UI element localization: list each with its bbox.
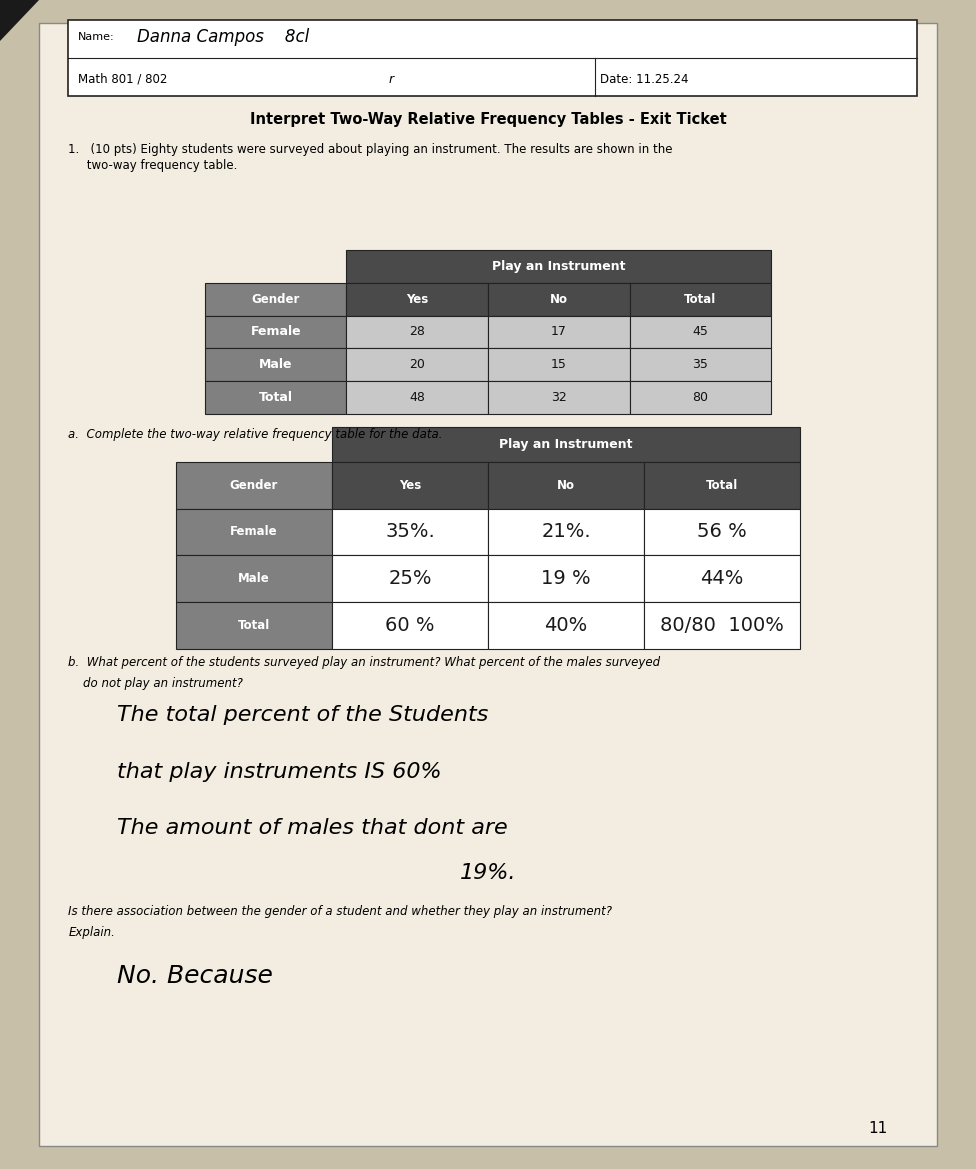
Bar xyxy=(176,462,332,509)
Bar xyxy=(488,283,630,316)
Text: Gender: Gender xyxy=(252,292,300,306)
Bar xyxy=(630,381,771,414)
Text: Total: Total xyxy=(237,618,270,632)
Bar xyxy=(205,283,346,316)
Text: 35%.: 35%. xyxy=(386,523,434,541)
Bar xyxy=(205,381,346,414)
Text: Total: Total xyxy=(259,390,293,404)
Bar xyxy=(176,509,332,555)
Bar xyxy=(332,555,488,602)
Text: 35: 35 xyxy=(692,358,709,372)
Text: 40%: 40% xyxy=(545,616,588,635)
Bar xyxy=(205,348,346,381)
Bar xyxy=(488,555,644,602)
Bar xyxy=(644,602,800,649)
Text: Female: Female xyxy=(251,325,301,339)
Bar xyxy=(630,283,771,316)
Bar xyxy=(346,283,488,316)
Bar xyxy=(332,427,800,462)
Text: Yes: Yes xyxy=(406,292,428,306)
Polygon shape xyxy=(0,0,39,41)
Text: 48: 48 xyxy=(409,390,426,404)
Bar xyxy=(644,462,800,509)
Bar xyxy=(346,316,488,348)
Text: 56 %: 56 % xyxy=(698,523,747,541)
Text: Name:: Name: xyxy=(78,32,115,42)
Text: 21%.: 21%. xyxy=(542,523,590,541)
Text: Play an Instrument: Play an Instrument xyxy=(492,260,626,274)
Text: 28: 28 xyxy=(409,325,426,339)
Text: 25%: 25% xyxy=(388,569,431,588)
Text: No: No xyxy=(549,292,568,306)
Bar xyxy=(346,348,488,381)
Text: Yes: Yes xyxy=(399,478,421,492)
Bar xyxy=(488,462,644,509)
Text: 17: 17 xyxy=(550,325,567,339)
FancyBboxPatch shape xyxy=(39,23,937,1146)
Bar xyxy=(644,509,800,555)
Bar xyxy=(346,250,771,283)
Text: Date: 11.25.24: Date: 11.25.24 xyxy=(599,72,688,85)
Text: 19 %: 19 % xyxy=(542,569,590,588)
Text: 44%: 44% xyxy=(701,569,744,588)
Text: 1.   (10 pts) Eighty students were surveyed about playing an instrument. The res: 1. (10 pts) Eighty students were surveye… xyxy=(68,143,672,157)
Bar xyxy=(630,348,771,381)
Bar xyxy=(488,509,644,555)
Text: 80/80  100%: 80/80 100% xyxy=(661,616,784,635)
Text: Math 801 / 802: Math 801 / 802 xyxy=(78,72,168,85)
Text: Play an Instrument: Play an Instrument xyxy=(500,437,632,451)
Text: The total percent of the Students: The total percent of the Students xyxy=(117,705,489,726)
Text: 45: 45 xyxy=(692,325,709,339)
Bar xyxy=(644,555,800,602)
Bar xyxy=(630,316,771,348)
Bar xyxy=(68,20,917,96)
Text: Male: Male xyxy=(259,358,293,372)
Bar xyxy=(488,348,630,381)
Bar xyxy=(488,602,644,649)
Text: Total: Total xyxy=(706,478,739,492)
Bar xyxy=(488,381,630,414)
Text: Male: Male xyxy=(238,572,269,586)
Bar xyxy=(332,509,488,555)
Text: 11: 11 xyxy=(869,1121,888,1135)
Text: Interpret Two-Way Relative Frequency Tables - Exit Ticket: Interpret Two-Way Relative Frequency Tab… xyxy=(250,112,726,126)
Bar xyxy=(332,462,488,509)
Bar xyxy=(332,602,488,649)
Bar xyxy=(176,602,332,649)
Bar xyxy=(176,555,332,602)
Bar xyxy=(488,316,630,348)
Text: Total: Total xyxy=(684,292,716,306)
Text: 32: 32 xyxy=(550,390,567,404)
Text: do not play an instrument?: do not play an instrument? xyxy=(68,677,243,691)
Text: r: r xyxy=(388,72,393,85)
Text: a.  Complete the two-way relative frequency table for the data.: a. Complete the two-way relative frequen… xyxy=(68,428,443,442)
Text: two-way frequency table.: two-way frequency table. xyxy=(68,159,238,173)
Text: No: No xyxy=(557,478,575,492)
Bar xyxy=(205,316,346,348)
Text: 20: 20 xyxy=(409,358,426,372)
Text: b.  What percent of the students surveyed play an instrument? What percent of th: b. What percent of the students surveyed… xyxy=(68,656,661,670)
Text: Female: Female xyxy=(230,525,277,539)
Text: No. Because: No. Because xyxy=(117,964,273,988)
Text: Gender: Gender xyxy=(229,478,278,492)
Text: Explain.: Explain. xyxy=(68,926,115,940)
Text: Is there association between the gender of a student and whether they play an in: Is there association between the gender … xyxy=(68,905,612,919)
Text: that play instruments IS 60%: that play instruments IS 60% xyxy=(117,761,442,782)
Text: 60 %: 60 % xyxy=(386,616,434,635)
Text: 19%.: 19%. xyxy=(460,863,516,884)
Text: 80: 80 xyxy=(692,390,709,404)
Text: 15: 15 xyxy=(550,358,567,372)
Bar xyxy=(346,381,488,414)
Text: The amount of males that dont are: The amount of males that dont are xyxy=(117,817,508,838)
Text: Danna Campos    8cl: Danna Campos 8cl xyxy=(137,28,308,46)
